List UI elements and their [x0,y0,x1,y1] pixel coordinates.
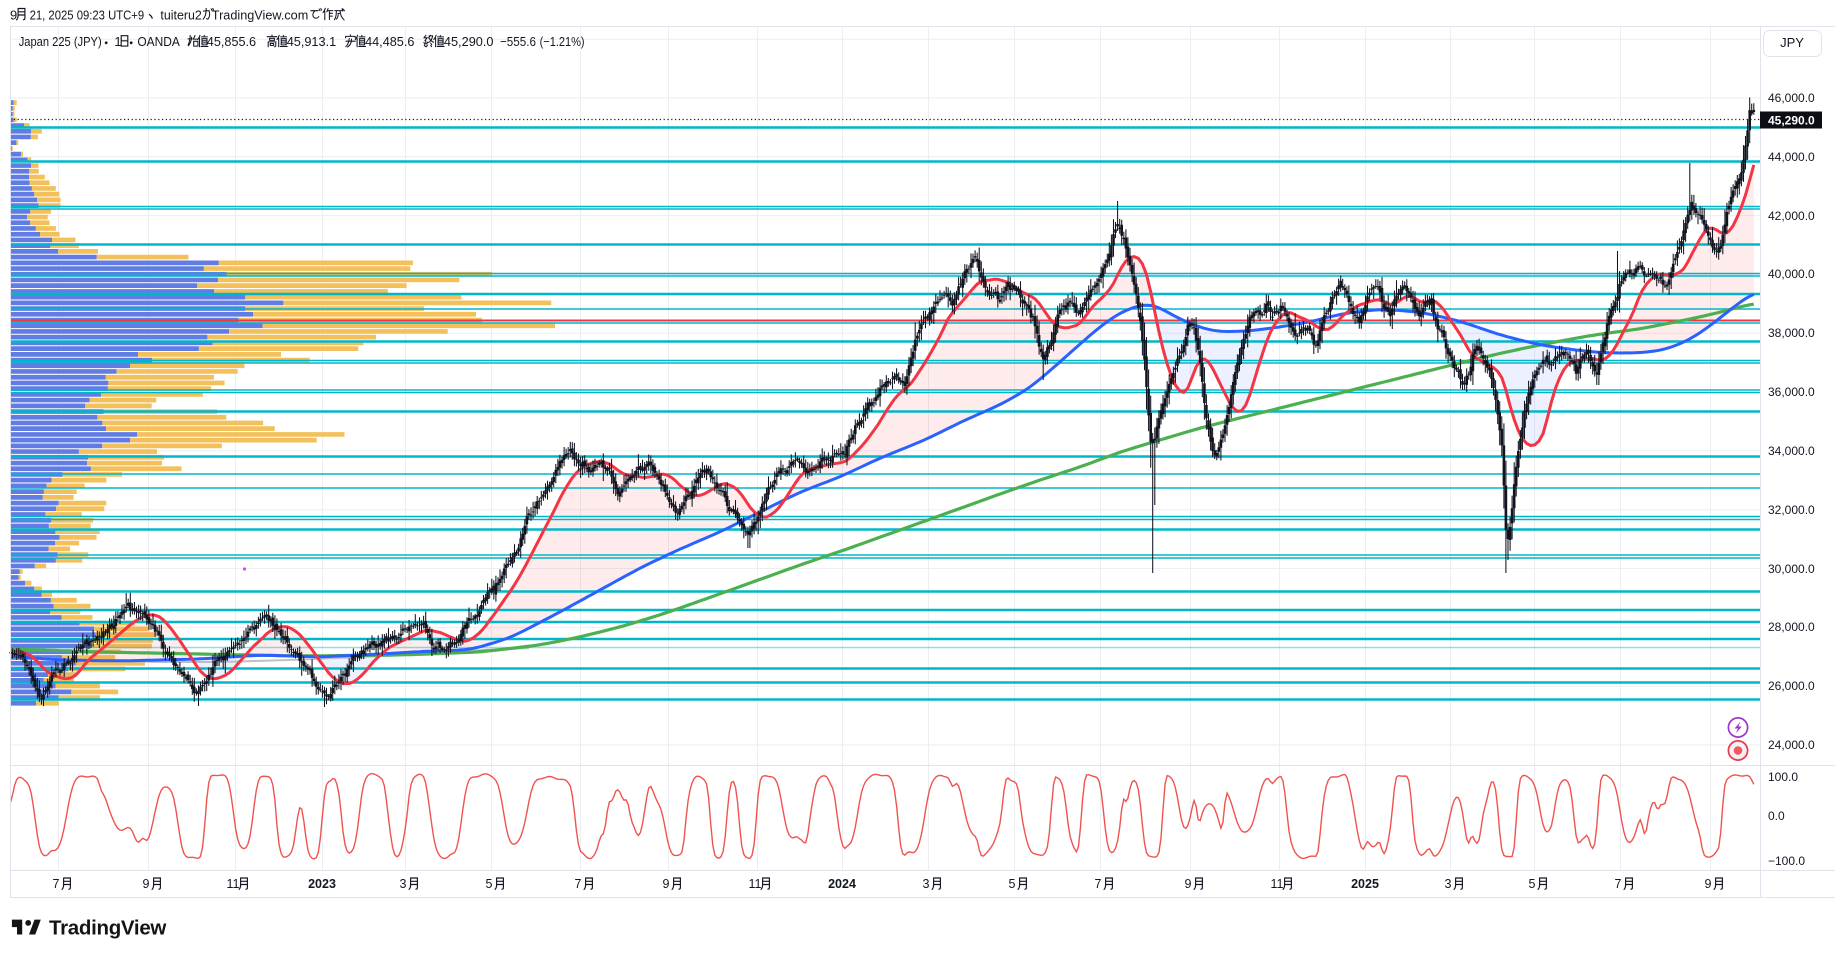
svg-text:0.0: 0.0 [1768,809,1785,823]
svg-text:7: 7 [1615,877,1622,891]
svg-text:42,000.0: 42,000.0 [1768,209,1815,223]
svg-text:3: 3 [400,877,407,891]
svg-text:5: 5 [1529,877,1536,891]
svg-text:100.0: 100.0 [1768,770,1798,784]
svg-text:TradingView.com: TradingView.com [212,8,308,23]
svg-text:2023: 2023 [308,877,336,891]
svg-text:9: 9 [1705,877,1712,891]
svg-text:45,290.0: 45,290.0 [1768,114,1815,128]
svg-text:2025: 2025 [1351,877,1379,891]
svg-text:45,290.0: 45,290.0 [444,34,494,49]
svg-text:TradingView: TradingView [49,917,166,940]
svg-text:28,000.0: 28,000.0 [1768,620,1815,634]
svg-text:44,485.6: 44,485.6 [365,34,414,49]
svg-text:7: 7 [575,877,582,891]
svg-text:−100.0: −100.0 [1768,854,1805,868]
svg-text:11: 11 [749,877,762,891]
svg-text:36,000.0: 36,000.0 [1768,385,1815,399]
svg-text:5: 5 [486,877,493,891]
svg-text:45,855.6: 45,855.6 [207,34,256,49]
svg-text:5: 5 [1009,877,1016,891]
svg-text:9: 9 [1185,877,1192,891]
svg-text:(−1.21%): (−1.21%) [540,34,585,49]
svg-text:2024: 2024 [828,877,856,891]
svg-text:32,000.0: 32,000.0 [1768,503,1815,517]
svg-text:9: 9 [663,877,670,891]
svg-text:26,000.0: 26,000.0 [1768,679,1815,693]
svg-text:Japan 225 (JPY): Japan 225 (JPY) [19,34,102,49]
svg-text:9: 9 [10,8,17,23]
svg-text:11: 11 [227,877,240,891]
svg-text:tuiteru2: tuiteru2 [160,8,201,23]
svg-text:11: 11 [1271,877,1284,891]
svg-text:1: 1 [114,34,121,49]
svg-text:44,000.0: 44,000.0 [1768,150,1815,164]
svg-text:3: 3 [923,877,930,891]
svg-text:3: 3 [1445,877,1452,891]
svg-text:7: 7 [1095,877,1102,891]
svg-text:38,000.0: 38,000.0 [1768,326,1815,340]
svg-text:21, 2025 09:23 UTC+9: 21, 2025 09:23 UTC+9 [30,8,145,23]
svg-text:9: 9 [143,877,150,891]
svg-text:−555.6: −555.6 [500,34,536,49]
svg-text:40,000.0: 40,000.0 [1768,267,1815,281]
svg-text:46,000.0: 46,000.0 [1768,91,1815,105]
svg-text:24,000.0: 24,000.0 [1768,738,1815,752]
svg-text:JPY: JPY [1780,35,1804,50]
svg-text:34,000.0: 34,000.0 [1768,444,1815,458]
svg-text:7: 7 [53,877,60,891]
svg-text:OANDA: OANDA [137,34,180,49]
svg-text:30,000.0: 30,000.0 [1768,562,1815,576]
svg-text:45,913.1: 45,913.1 [287,34,337,49]
